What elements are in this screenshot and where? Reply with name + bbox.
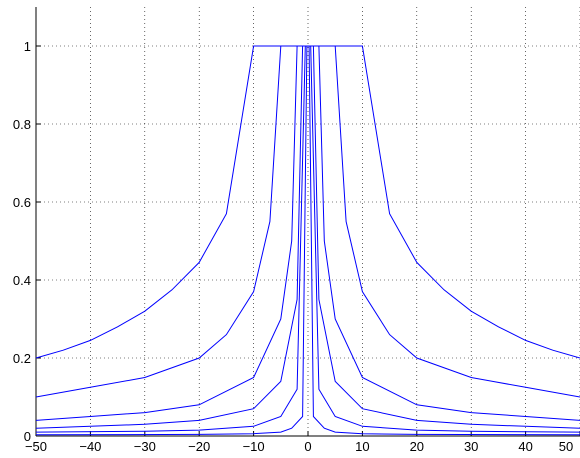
y-tick-label: 0.2: [13, 351, 31, 366]
x-tick-label: 50: [559, 439, 573, 454]
y-tick-label: 0.6: [13, 195, 31, 210]
y-tick-label: 0.8: [13, 117, 31, 132]
series-group: [35, 45, 580, 436]
x-tick-label: 0: [304, 439, 311, 454]
series-line: [35, 45, 580, 421]
x-tick-label: 30: [464, 439, 478, 454]
x-tick-label: −20: [188, 439, 210, 454]
x-tick-label: −30: [134, 439, 156, 454]
grid: [35, 7, 580, 437]
x-tick-label: −10: [243, 439, 265, 454]
x-tick-label: −50: [25, 439, 47, 454]
series-line: [35, 45, 580, 398]
series-line: [35, 45, 580, 436]
x-tick-label: 20: [410, 439, 424, 454]
tick-labels: −50 −40 −30 −20 −10 0 10 20 30 40 50 0 0.2 0.4 0.6 0.8 1: [13, 39, 573, 454]
x-tick-label: −40: [79, 439, 101, 454]
y-tick-label: 0: [24, 429, 31, 444]
y-tick-label: 1: [24, 39, 31, 54]
x-tick-label: 40: [518, 439, 532, 454]
y-tick-label: 0.4: [13, 273, 31, 288]
x-tick-label: 10: [355, 439, 369, 454]
